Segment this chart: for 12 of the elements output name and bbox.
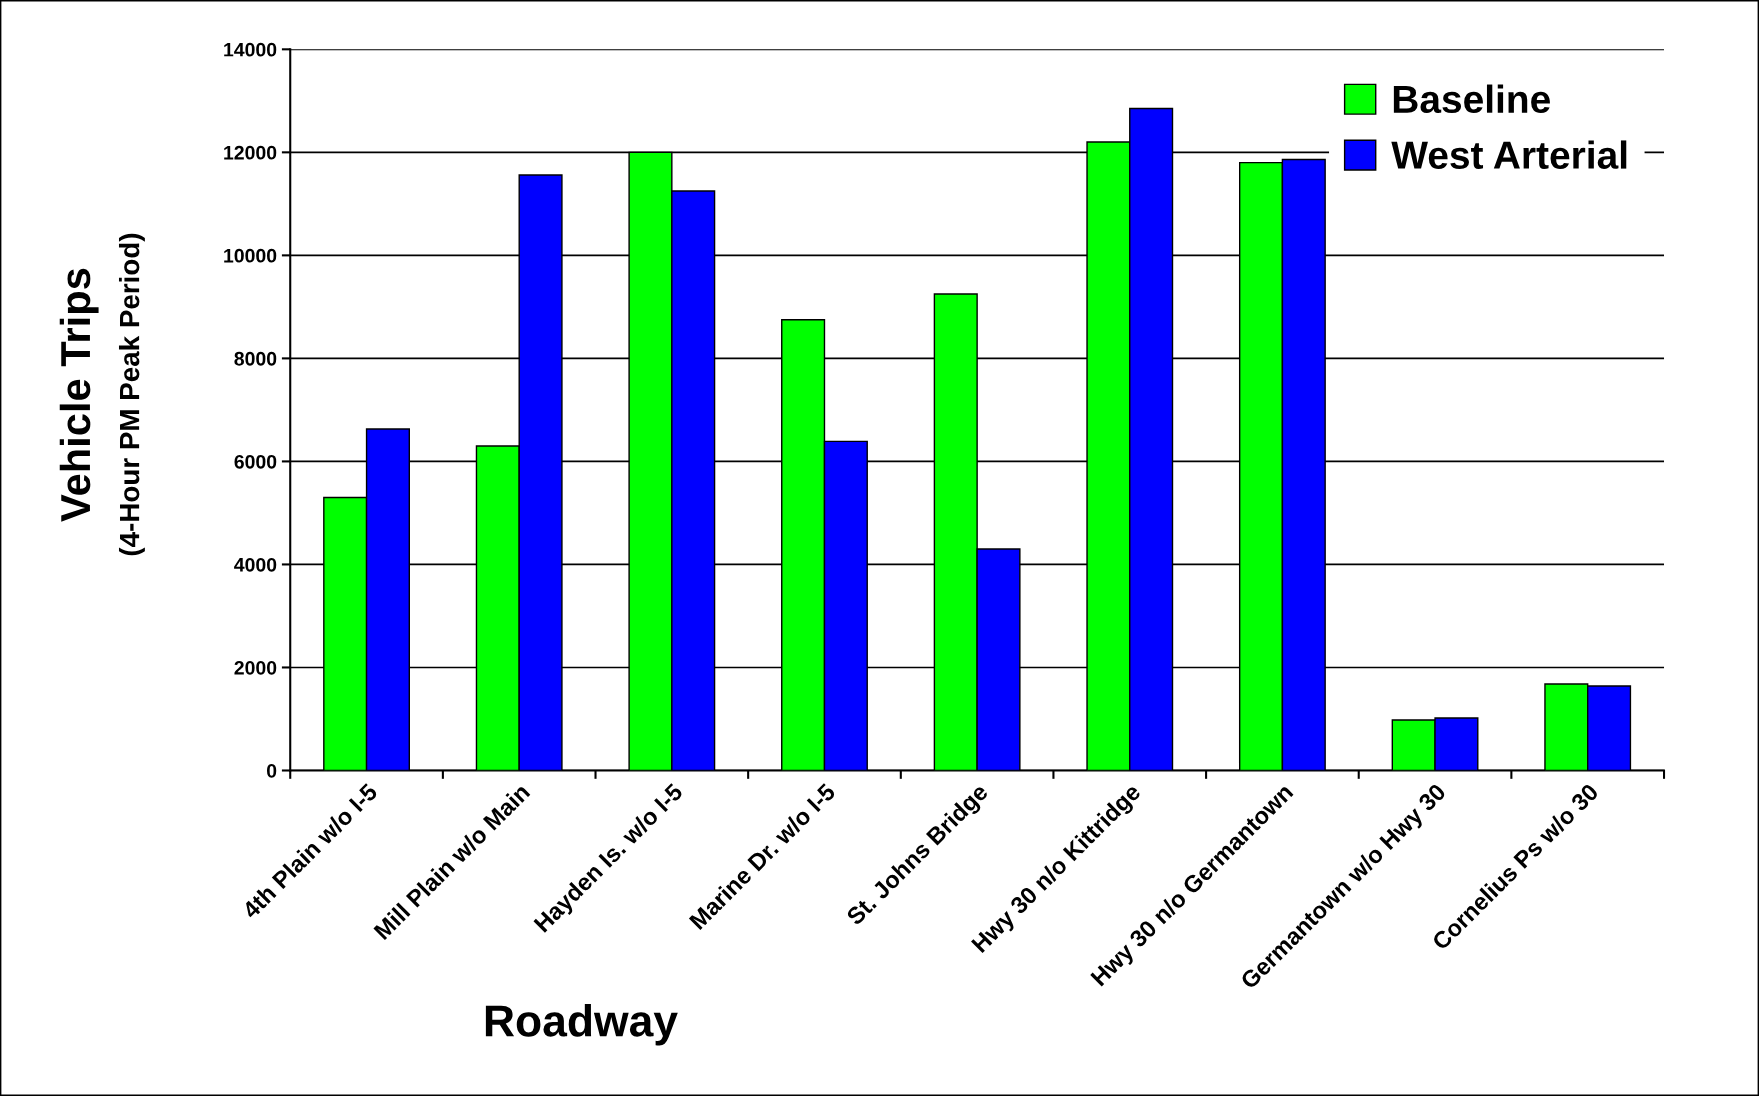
y-axis-title: Vehicle Trips (4-Hour PM Peak Period) bbox=[59, 233, 145, 556]
y-tick-label: 0 bbox=[267, 763, 277, 778]
y-tick-label: 4000 bbox=[234, 557, 277, 572]
y-tick-label: 2000 bbox=[234, 660, 277, 675]
legend-label: West Arterial bbox=[1391, 140, 1627, 169]
y-tick-label: 6000 bbox=[234, 454, 277, 469]
x-axis-title: Roadway bbox=[485, 1004, 678, 1046]
y-tick-label: 14000 bbox=[224, 42, 277, 57]
y-tick-label: 12000 bbox=[224, 145, 277, 160]
legend-label: Baseline bbox=[1393, 84, 1550, 114]
y-tick-label: 8000 bbox=[234, 351, 277, 366]
y-tick-label: 10000 bbox=[224, 248, 277, 263]
